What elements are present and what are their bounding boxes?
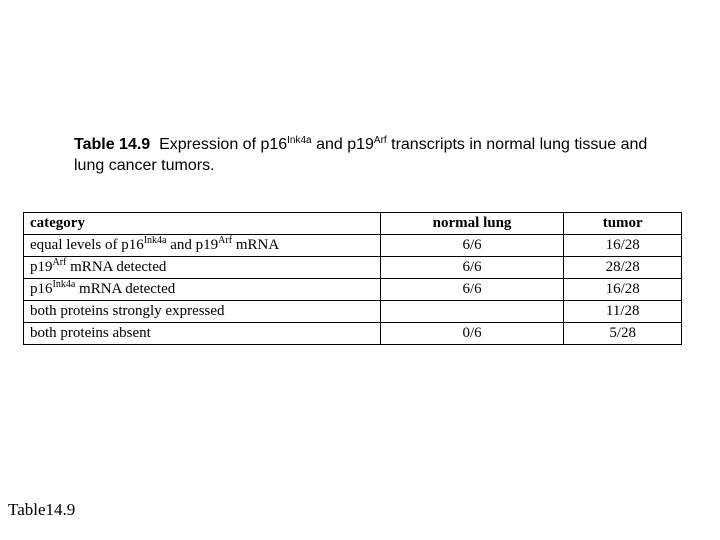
cell-category: equal levels of p16Ink4a and p19Arf mRNA [23,234,381,257]
category-superscript: Ink4a [52,279,76,290]
category-text-part: mRNA detected [75,281,176,297]
header-category: category [23,212,381,235]
category-text-part: both proteins absent [30,325,151,341]
cell-category: p19Arf mRNA detected [23,256,381,279]
cell-normal-lung: 6/6 [379,234,565,257]
cell-normal-lung: 6/6 [379,278,565,301]
category-superscript: Arf [52,257,67,268]
category-text-part: mRNA [232,237,280,253]
cell-category: p16Ink4a mRNA detected [23,278,381,301]
table-row: both proteins absent 0/6 5/28 [23,322,682,345]
caption-text-part: Expression of p16 [159,136,288,153]
table-row: equal levels of p16Ink4a and p19Arf mRNA… [23,234,682,257]
category-text-part: equal levels of p16 [30,237,144,253]
cell-normal-lung: 0/6 [379,322,565,345]
cell-category: both proteins strongly expressed [23,300,381,323]
cell-tumor: 5/28 [563,322,682,345]
caption-label: Table 14.9 [74,136,151,153]
cell-tumor: 28/28 [563,256,682,279]
category-text-part: mRNA detected [66,259,167,275]
table-row: p19Arf mRNA detected 6/6 28/28 [23,256,682,279]
category-superscript: Ink4a [143,235,167,246]
slide-footer-label: Table14.9 [8,500,76,519]
caption-text-part: transcripts in normal lung tissue and lu… [74,136,648,174]
category-text-part: p16 [30,281,53,297]
cell-tumor: 16/28 [563,278,682,301]
cell-tumor: 11/28 [563,300,682,323]
table-header-row: category normal lung tumor [23,212,682,235]
cell-category: both proteins absent [23,322,381,345]
table-body: equal levels of p16Ink4a and p19Arf mRNA… [23,234,682,345]
table-row: both proteins strongly expressed 11/28 [23,300,682,323]
category-superscript: Arf [218,235,233,246]
category-text-part: p19 [30,259,53,275]
caption-superscript: Ink4a [287,135,312,146]
header-tumor: tumor [563,212,682,235]
expression-table: category normal lung tumor equal levels … [23,212,682,345]
cell-normal-lung: 6/6 [379,256,565,279]
cell-tumor: 16/28 [563,234,682,257]
table-caption: Table 14.9 Expression of p16Ink4a and p1… [74,134,674,176]
caption-text-part: and p19 [311,136,374,153]
cell-normal-lung [379,300,565,323]
header-normal-lung: normal lung [379,212,565,235]
caption-superscript: Arf [373,135,387,146]
category-text-part: and p19 [166,237,219,253]
table-row: p16Ink4a mRNA detected 6/6 16/28 [23,278,682,301]
category-text-part: both proteins strongly expressed [30,303,225,319]
